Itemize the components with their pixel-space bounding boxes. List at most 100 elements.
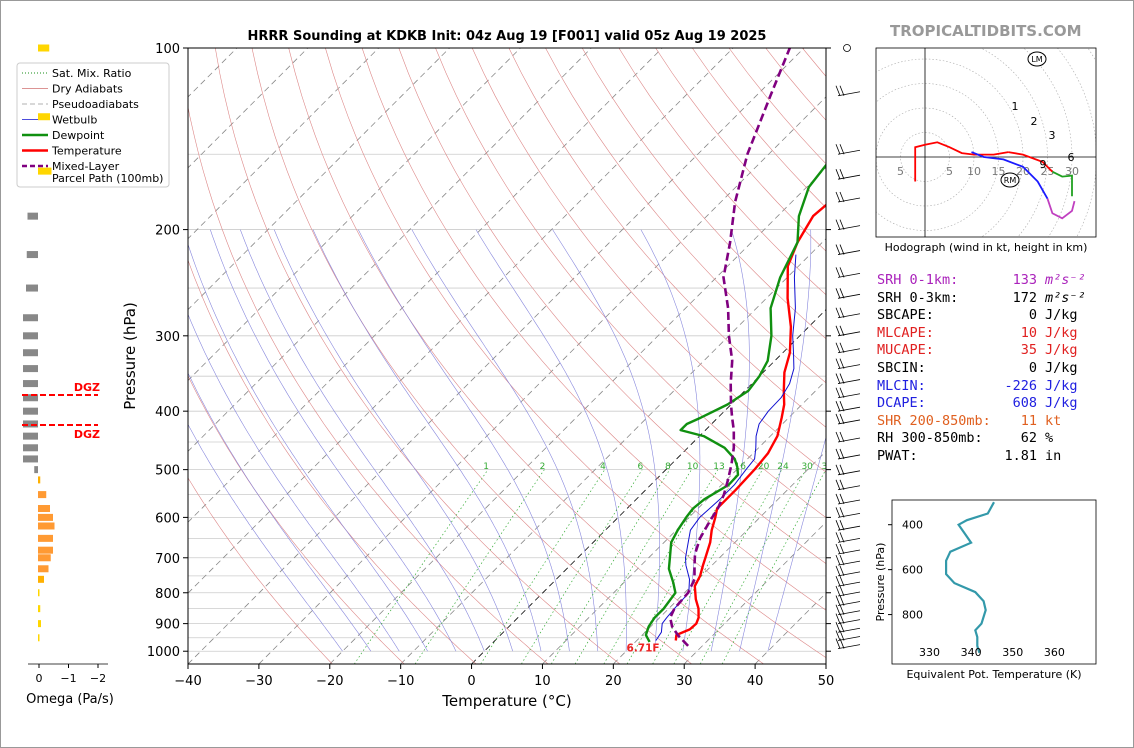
wind-barb (835, 493, 861, 505)
wind-barb-flag (835, 493, 841, 505)
hodograph-ring-label: 20 (1016, 165, 1030, 178)
wind-barb (835, 244, 861, 255)
omega-bar (38, 605, 41, 613)
index-value: 10 (1020, 324, 1037, 341)
wind-barb-shaft (837, 437, 861, 443)
wind-barb (835, 358, 861, 369)
omega-bar (27, 212, 38, 220)
mixing-ratio-label: 30 (801, 462, 813, 472)
pseudo-adiabat (552, 229, 660, 652)
wind-barb (835, 507, 861, 518)
isotherm-line (542, 379, 826, 664)
index-value: 35 (1020, 342, 1037, 359)
wind-barb-shaft (837, 197, 861, 203)
index-value: -226 (1004, 377, 1037, 394)
omega-bar (23, 314, 38, 322)
thetae-y-tick-label: 600 (902, 564, 923, 577)
index-label: MLCIN: (877, 377, 926, 394)
pseudo-adiabat (358, 229, 570, 652)
wind-barb-flag (839, 464, 845, 475)
mixing-ratio-label: 16 (735, 462, 747, 472)
omega-bar (38, 554, 51, 562)
y-tick-label: 600 (155, 511, 180, 526)
hodograph-ring-label: 5 (946, 165, 953, 178)
dry-adiabat (325, 48, 826, 659)
x-tick-label: 20 (605, 674, 622, 689)
pseudo-adiabat (312, 229, 542, 652)
omega-panel: DGZ DGZ 0 −1 −2 Omega (Pa/s) (22, 44, 114, 707)
hodograph-ring-label: 5 (897, 165, 904, 178)
omega-axis-label: Omega (Pa/s) (26, 692, 114, 707)
wind-barb-shaft (837, 91, 861, 97)
hodograph-height-label: 3 (1049, 129, 1056, 142)
legend: Sat. Mix. Ratio Dry Adiabats Pseudoadiabat… (16, 62, 170, 188)
mixing-ratio-label: 4 (600, 462, 606, 472)
wind-barb-flag (835, 325, 841, 336)
wind-barb-flag (835, 191, 841, 203)
omega-bar (23, 365, 38, 373)
index-value: 11 (1020, 412, 1037, 429)
omega-tick-label: 0 (36, 672, 43, 685)
hodograph-height-label: 2 (1031, 115, 1038, 128)
hodograph-height-label: 1 (1012, 100, 1019, 113)
wind-barb-shaft (837, 619, 861, 625)
dgz-label-bottom: DGZ (74, 428, 100, 441)
index-row: RH 300-850mb: 62% (877, 430, 1092, 446)
index-unit: J/kg (1045, 307, 1078, 324)
legend-label: Parcel Path (100mb) (52, 172, 163, 185)
wind-barb (835, 219, 861, 230)
thetae-x-tick-label: 360 (1044, 646, 1065, 659)
wind-barb-shaft (837, 636, 861, 641)
index-row: SBCAPE: 0 J/kg (877, 307, 1092, 323)
wind-barb-shaft (837, 272, 861, 278)
dry-adiabat (288, 48, 764, 664)
wind-barb-flag (839, 448, 845, 460)
index-row: MLCIN: -226 J/kg (877, 378, 1092, 394)
wind-barb-flag (839, 288, 845, 299)
mixing-ratio-label: 8 (665, 462, 671, 472)
index-label: PWAT: (877, 448, 918, 464)
y-tick-label: 300 (155, 330, 180, 345)
wind-barb (835, 565, 861, 577)
mixing-ratio-line (480, 469, 606, 664)
hodograph-lm-label: LM (1031, 55, 1042, 64)
wind-barb (835, 555, 861, 566)
pseudo-adiabat (188, 243, 428, 652)
index-unit: J/kg (1045, 324, 1078, 341)
thetae-frame (891, 499, 1097, 665)
omega-bar (23, 407, 38, 415)
thetae-panel: 330 340 350 360 400 600 800 Equivalent Pot. Tem… (874, 499, 1097, 681)
wind-barb (835, 613, 861, 625)
omega-tick-label: −1 (60, 672, 76, 685)
wind-barb-shaft (837, 513, 861, 518)
wind-barb-shaft (837, 591, 861, 597)
wind-barb-flag (835, 604, 841, 615)
y-tick-label: 500 (155, 464, 180, 479)
wind-barb-flag (839, 604, 845, 615)
wind-barb-shaft (837, 601, 861, 606)
wind-barb-shaft (837, 313, 861, 319)
mixing-ratio-line (574, 469, 692, 664)
x-tick-label: −40 (174, 674, 201, 689)
wind-barb-shaft (837, 525, 861, 531)
thetae-line (945, 501, 995, 654)
omega-bar (26, 251, 38, 259)
series-mixed-layer-parcel-path-100mb- (668, 48, 792, 647)
wind-barb-flag (835, 595, 841, 606)
x-tick-label: 40 (747, 674, 764, 689)
wind-barb-flag (835, 555, 841, 566)
omega-bar (23, 444, 38, 452)
wind-barb-flag (835, 507, 841, 518)
wind-barb-shaft (837, 644, 861, 649)
pseudo-adiabat (188, 313, 400, 652)
omega-bar (38, 634, 40, 642)
mixing-ratio-line (414, 469, 545, 664)
thetae-x-axis-label: Equivalent Pot. Temperature (K) (906, 668, 1081, 681)
index-unit: J/kg (1045, 342, 1078, 359)
omega-bar (23, 420, 38, 428)
wind-barb-flag (839, 85, 845, 96)
wind-barb-flag (839, 595, 845, 606)
wind-barb-flag (835, 307, 841, 318)
